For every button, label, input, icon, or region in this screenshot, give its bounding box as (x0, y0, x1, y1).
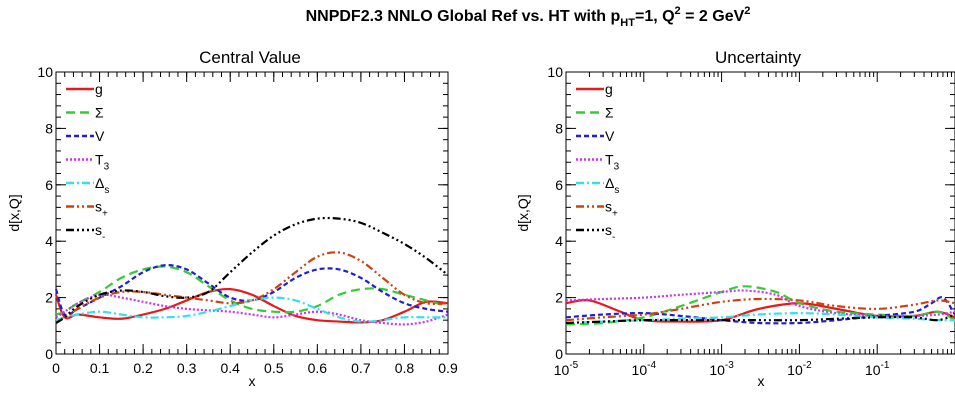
central-value-series-s-line (55, 216, 449, 324)
uncertainty-series (565, 285, 955, 326)
central-value-y-tick-label: 4 (45, 233, 53, 249)
uncertainty-y-tick-label: 2 (555, 290, 563, 306)
uncertainty-x-tick-label: 10-1 (865, 360, 890, 378)
central-value-panel: Central Value 0 2 4 6 8 10 0 0.1 0.2 0.3 0.4 0.5 0.6… (6, 48, 458, 389)
uncertainty-series-s-line (565, 313, 955, 325)
central-value-legend-label: T3 (95, 152, 110, 173)
central-value-x-tick-label: 0.1 (90, 360, 110, 376)
uncertainty-legend-label: T3 (605, 152, 620, 173)
uncertainty-y-tick-label: 8 (555, 120, 563, 136)
central-value-y-tick-label: 10 (37, 64, 53, 80)
central-value-series-s-line (55, 251, 449, 324)
uncertainty-legend-label: Σ (605, 105, 614, 121)
central-value-legend-label: s+ (95, 199, 108, 220)
central-value-y-tick-label: 0 (45, 346, 53, 362)
central-value-legend-label: Σ (95, 105, 104, 121)
uncertainty-y-tick-label: 10 (547, 64, 563, 80)
central-value-series-T3-line (55, 293, 449, 326)
uncertainty-series-T3-line (565, 289, 955, 318)
central-value-series (54, 216, 449, 326)
uncertainty-title: Uncertainty (715, 48, 801, 67)
central-value-x-tick-label: 0.4 (220, 360, 240, 376)
central-value-x-tick-label: 0.6 (308, 360, 328, 376)
central-value-x-tick-label: 0.2 (133, 360, 153, 376)
central-value-x-tick-label: 0.9 (438, 360, 458, 376)
central-value-series--line (55, 265, 449, 316)
uncertainty-legend-label: g (605, 81, 613, 97)
central-value-ticks: 0 2 4 6 8 10 0 0.1 0.2 0.3 0.4 0.5 0.6 0.7 0.8 0.9 (37, 64, 458, 376)
central-value-series-V-line (54, 263, 449, 317)
central-value-title: Central Value (199, 48, 301, 67)
uncertainty-plot-frame (565, 71, 955, 355)
central-value-y-tick-label: 8 (45, 120, 53, 136)
central-value-x-tick-label: 0.7 (351, 360, 371, 376)
central-value-y-tick-label: 2 (45, 290, 53, 306)
central-value-x-tick-label: 0.3 (177, 360, 197, 376)
uncertainty-series-s-line (565, 312, 955, 325)
central-value-legend-label: V (95, 128, 105, 144)
uncertainty-x-tick-label: 10-4 (632, 360, 657, 378)
uncertainty-legend-label: Δs (605, 175, 619, 196)
uncertainty-x-tick-label: 10-2 (787, 360, 812, 378)
uncertainty-legend-label: s- (605, 222, 615, 243)
central-value-y-tick-label: 6 (45, 177, 53, 193)
uncertainty-y-tick-label: 6 (555, 177, 563, 193)
uncertainty-x-tick-label: 10-5 (554, 360, 579, 378)
central-value-legend-label: g (95, 81, 103, 97)
uncertainty-legend-label: V (605, 128, 615, 144)
central-value-x-tick-label: 0.8 (395, 360, 415, 376)
central-value-x-tick-label: 0.5 (264, 360, 284, 376)
central-value-plot-frame (55, 71, 449, 355)
figure-title: NNPDF2.3 NNLO Global Ref vs. HT with pHT… (306, 5, 751, 29)
central-value-x-tick-label: 0 (52, 360, 60, 376)
uncertainty-legend-label: s+ (605, 199, 618, 220)
uncertainty-series-s-line (565, 297, 955, 322)
central-value-legend-label: s- (95, 222, 105, 243)
central-value-legend-label: Δs (95, 175, 109, 196)
uncertainty-y-tick-label: 0 (555, 346, 563, 362)
uncertainty-x-tick-label: 10-3 (709, 360, 734, 378)
central-value-y-axis-label: d[x,Q] (6, 194, 22, 231)
uncertainty-y-axis-label: d[x,Q] (515, 194, 531, 231)
uncertainty-y-tick-label: 4 (555, 233, 563, 249)
uncertainty-series-V-line (565, 296, 955, 325)
uncertainty-ticks: 0 2 4 6 8 10 10-5 10-4 10-3 10-2 10-1 (547, 64, 955, 378)
central-value-x-axis-label: x (249, 373, 256, 389)
uncertainty-x-axis-label: x (758, 373, 765, 389)
